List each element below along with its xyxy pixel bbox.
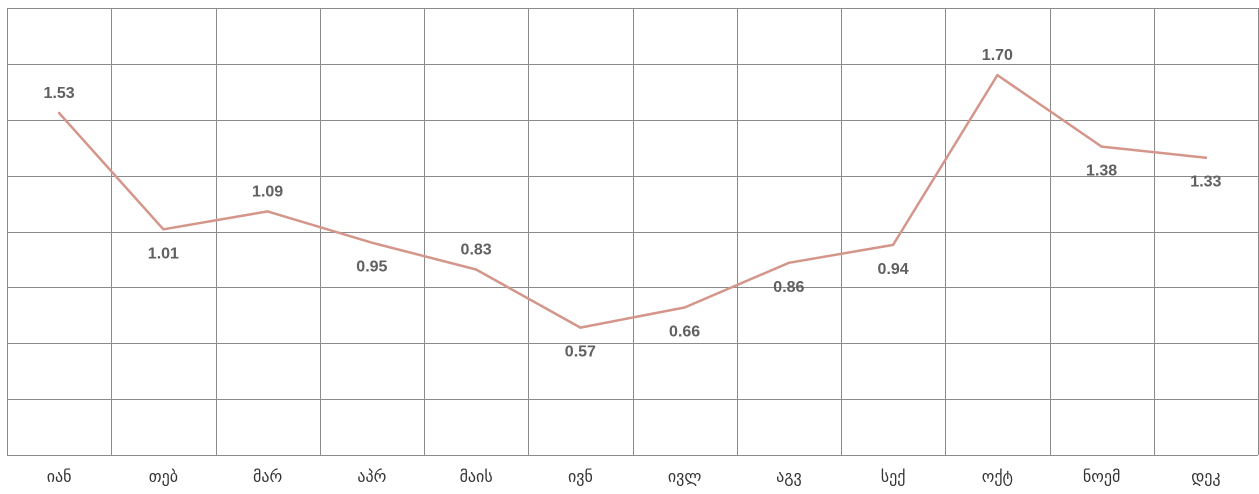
x-tick-label: ნოემ <box>1083 467 1120 486</box>
x-tick-label: ივნ <box>568 467 593 486</box>
data-point <box>266 210 269 213</box>
x-tick-label: მარ <box>253 467 282 486</box>
data-label: 0.83 <box>461 241 492 258</box>
x-tick-label: დეკ <box>1191 467 1220 486</box>
data-label: 1.33 <box>1190 174 1221 191</box>
data-point <box>891 243 895 247</box>
data-label: 0.66 <box>669 323 700 340</box>
series-line <box>57 73 1208 329</box>
x-tick-label: ივლ <box>668 467 702 486</box>
data-label: 0.95 <box>356 259 387 276</box>
data-point <box>579 326 582 329</box>
chart-grid <box>7 8 1259 456</box>
data-point <box>370 241 374 244</box>
x-tick-label: აპრ <box>357 467 386 486</box>
data-point <box>1100 145 1103 148</box>
data-labels: 1.53 1.01 1.09 0.95 0.83 0.57 0.66 0.86 0.94 1.70… <box>44 47 1222 361</box>
data-point <box>162 228 165 231</box>
data-point <box>1204 156 1208 159</box>
data-label: 1.38 <box>1086 163 1117 180</box>
x-tick-label: სექ <box>881 467 906 486</box>
x-tick-label: ოქტ <box>982 467 1013 486</box>
data-label: 1.09 <box>252 183 283 200</box>
data-label: 1.01 <box>148 245 179 262</box>
chart-series <box>57 73 1208 329</box>
data-label: 0.57 <box>565 344 596 361</box>
data-point <box>474 268 478 271</box>
data-point <box>683 306 686 309</box>
data-point <box>57 111 61 115</box>
x-tick-label: აგვ <box>776 467 802 486</box>
data-point <box>787 261 791 264</box>
data-label: 1.70 <box>982 47 1013 64</box>
data-label: 0.94 <box>878 261 909 278</box>
x-axis-tick-labels: იან თებ მარ აპრ მაის ივნ ივლ აგვ სექ ოქტ ნოემ დეკ <box>47 467 1221 486</box>
data-label: 1.53 <box>44 85 75 102</box>
data-point <box>996 73 999 77</box>
x-tick-label: მაის <box>460 467 493 486</box>
data-label: 0.86 <box>773 279 804 296</box>
x-tick-label: იან <box>47 467 72 486</box>
x-tick-label: თებ <box>149 467 178 486</box>
